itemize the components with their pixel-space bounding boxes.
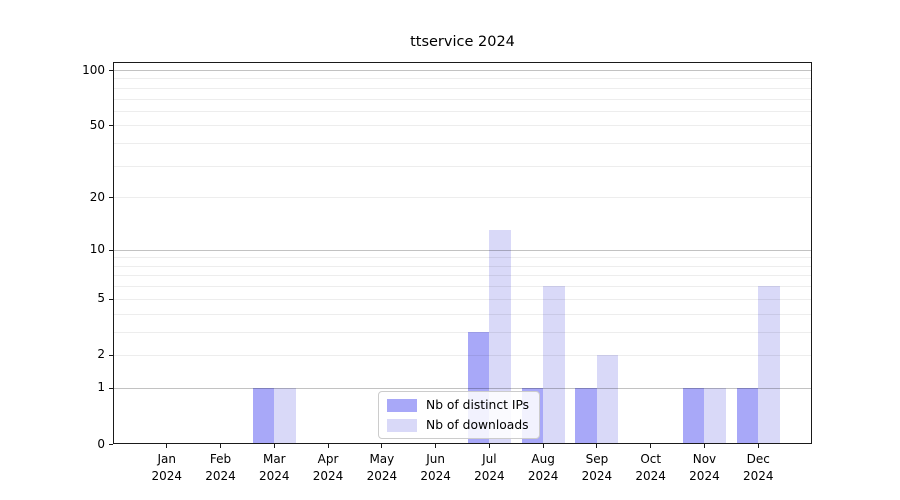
x-tick-label: Aug 2024	[503, 451, 583, 484]
x-tick-label-year: 2024	[527, 468, 559, 483]
x-tick-label: Sep 2024	[557, 451, 637, 484]
gridline-major	[113, 249, 812, 251]
plot-area	[113, 62, 812, 444]
y-tick-mark	[109, 125, 113, 127]
gridline-minor	[113, 78, 812, 80]
y-tick-mark	[109, 444, 113, 445]
bar-nb-of-downloads-dec-2024	[758, 286, 780, 444]
x-tick-mark	[327, 444, 329, 448]
gridline-minor	[113, 98, 812, 100]
bar-nb-of-distinct-ips-nov-2024	[682, 387, 705, 444]
legend: Nb of distinct IPs Nb of downloads	[378, 391, 541, 439]
x-tick-label-year: 2024	[312, 468, 344, 483]
x-tick-mark	[435, 444, 437, 448]
gridline-minor	[113, 87, 812, 89]
x-tick-label-year: 2024	[420, 468, 451, 483]
y-tick-label: 5	[97, 291, 105, 306]
gridline-minor	[113, 275, 812, 277]
bar-nb-of-distinct-ips-sep-2024	[575, 387, 597, 444]
x-tick-mark	[488, 444, 490, 448]
bar-nb-of-downloads-aug-2024	[543, 286, 565, 444]
x-tick-mark	[166, 444, 168, 448]
legend-item-distinct-ips: Nb of distinct IPs	[387, 398, 529, 412]
y-tick-mark	[109, 70, 113, 71]
y-tick-mark	[109, 197, 113, 199]
gridline-minor	[113, 313, 812, 315]
bar-nb-of-distinct-ips-dec-2024	[736, 387, 759, 444]
legend-label-downloads: Nb of downloads	[426, 418, 529, 432]
gridline-minor	[113, 298, 812, 300]
gridline-major	[113, 387, 812, 389]
x-tick-label-year: 2024	[366, 468, 398, 483]
bar-nb-of-distinct-ips-mar-2024	[252, 387, 275, 444]
gridline-minor	[113, 331, 812, 333]
gridline-minor	[113, 110, 812, 112]
x-tick-label: Oct 2024	[611, 451, 691, 484]
y-tick-label: 10	[89, 242, 105, 257]
bar-nb-of-downloads-sep-2024	[596, 354, 619, 444]
legend-swatch-downloads	[387, 418, 417, 432]
x-tick-label: Feb 2024	[181, 451, 261, 484]
gridline-minor	[113, 143, 812, 145]
bar-nb-of-downloads-mar-2024	[274, 387, 296, 444]
legend-swatch-distinct-ips	[387, 398, 417, 412]
bar-nb-of-downloads-jul-2024	[489, 230, 511, 444]
gridline-major	[113, 70, 812, 71]
x-tick-label-year: 2024	[259, 468, 290, 483]
y-tick-label: 50	[89, 117, 105, 132]
x-tick-label: Jan 2024	[127, 451, 207, 484]
x-tick-label-year: 2024	[474, 468, 505, 483]
x-tick-mark	[542, 444, 544, 448]
x-tick-label-year: 2024	[742, 468, 774, 483]
y-tick-label: 20	[89, 189, 105, 204]
x-tick-mark	[381, 444, 383, 448]
x-tick-mark	[273, 444, 275, 448]
x-tick-label: Apr 2024	[288, 451, 368, 484]
bar-nb-of-downloads-nov-2024	[704, 387, 726, 444]
y-tick-mark	[109, 387, 113, 389]
x-tick-mark	[220, 444, 222, 448]
y-tick-label: 100	[82, 62, 105, 77]
gridline-minor	[113, 286, 812, 288]
gridline-minor	[113, 265, 812, 267]
x-tick-mark	[757, 444, 759, 448]
chart-title: ttservice 2024	[410, 34, 515, 50]
x-tick-label-year: 2024	[151, 468, 183, 483]
y-tick-mark	[109, 249, 113, 251]
x-tick-label-year: 2024	[689, 468, 720, 483]
gridline-minor	[113, 257, 812, 259]
x-tick-label-year: 2024	[635, 468, 666, 483]
gridline-minor	[113, 125, 812, 127]
y-tick-mark	[109, 298, 113, 300]
x-tick-mark	[703, 444, 705, 448]
x-tick-label: Dec 2024	[718, 451, 798, 484]
y-tick-label: 0	[97, 436, 105, 451]
gridline-minor	[113, 165, 812, 167]
x-tick-label-year: 2024	[581, 468, 613, 483]
x-tick-label: May 2024	[342, 451, 422, 484]
legend-item-downloads: Nb of downloads	[387, 418, 529, 432]
x-tick-mark	[650, 444, 652, 448]
gridline-minor	[113, 354, 812, 356]
y-tick-label: 2	[97, 347, 105, 362]
y-tick-label: 1	[97, 380, 105, 395]
x-tick-label: Jun 2024	[396, 451, 476, 484]
legend-label-distinct-ips: Nb of distinct IPs	[426, 398, 530, 412]
x-tick-label-year: 2024	[205, 468, 236, 483]
x-tick-label: Jul 2024	[449, 451, 529, 484]
x-tick-label: Nov 2024	[664, 451, 744, 484]
gridline-minor	[113, 197, 812, 199]
x-tick-mark	[596, 444, 598, 448]
y-tick-mark	[109, 354, 113, 356]
x-tick-label: Mar 2024	[234, 451, 314, 484]
